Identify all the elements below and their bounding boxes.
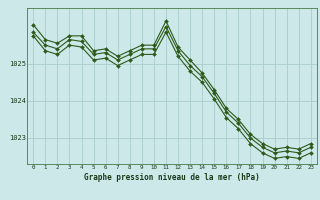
X-axis label: Graphe pression niveau de la mer (hPa): Graphe pression niveau de la mer (hPa)	[84, 173, 260, 182]
